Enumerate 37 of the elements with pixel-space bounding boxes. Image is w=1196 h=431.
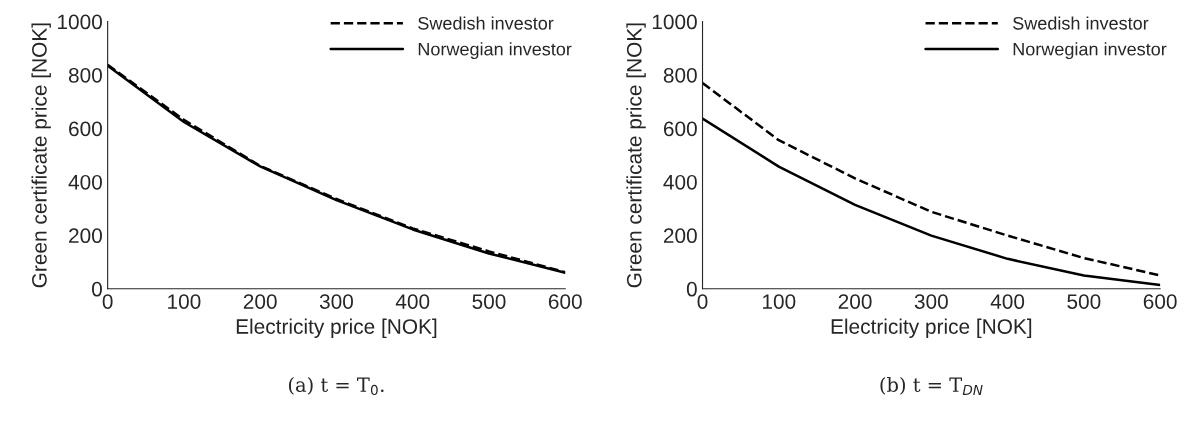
legend-label: Norwegian investor (1013, 42, 1167, 60)
legend-label: Norwegian investor (418, 42, 572, 60)
y-tick-label: 600 (663, 121, 697, 137)
line-series (702, 81, 1161, 277)
x-tick-label: 200 (243, 294, 277, 309)
x-tick-label: 600 (1143, 294, 1177, 309)
x-tick-label: 200 (838, 294, 872, 309)
x-tick-label: 500 (472, 294, 506, 309)
y-tick-label: 600 (69, 121, 102, 137)
y-tick-label: 800 (68, 68, 102, 83)
y-tick-label: 200 (663, 228, 697, 244)
y-axis-title: Green certificate price [NOK] (31, 23, 51, 288)
text: (b) t = T$_{DN}$ (880, 376, 983, 395)
x-tick-label: 300 (914, 294, 948, 309)
y-axis-title: Green certificate price [NOK] (626, 23, 646, 288)
y-tick-label: 400 (663, 174, 697, 190)
x-tick-label: 0 (697, 294, 708, 309)
x-tick-label: 600 (548, 294, 582, 309)
legend-label: Swedish investor (418, 16, 554, 30)
y-tick-label: 0 (92, 281, 102, 297)
x-tick-label: 400 (395, 294, 430, 309)
y-tick-label: 1000 (58, 14, 102, 30)
y-tick-label: 0 (686, 281, 697, 297)
y-tick-label: 1000 (652, 14, 697, 30)
x-axis-title: Electricity price [NOK] (831, 318, 1032, 339)
x-tick-label: 100 (763, 294, 796, 309)
legend-label: Swedish investor (1013, 16, 1149, 30)
x-tick-label: 400 (990, 294, 1025, 309)
x-axis-title: Electricity price [NOK] (236, 318, 437, 339)
x-tick-label: 500 (1067, 294, 1101, 309)
x-tick-label: 300 (319, 294, 354, 309)
y-tick-label: 800 (663, 68, 697, 83)
x-tick-label: 0 (102, 294, 113, 309)
x-tick-label: 100 (168, 294, 201, 309)
y-tick-label: 400 (68, 174, 102, 190)
text: (a) t = T$_{0}$. (288, 376, 384, 396)
y-tick-label: 200 (69, 228, 102, 244)
